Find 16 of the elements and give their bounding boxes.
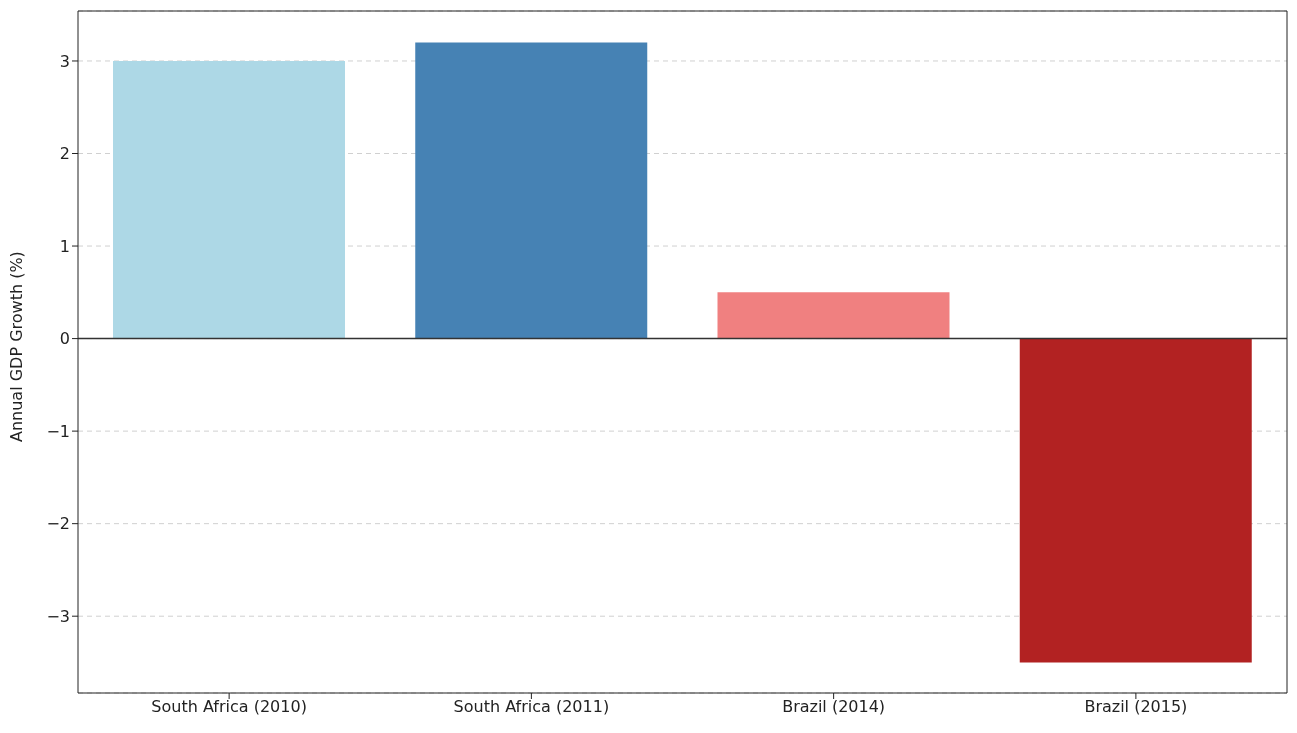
x-tick-label: Brazil (2014) [782,697,886,717]
bar [415,42,648,339]
bar [1019,338,1252,663]
y-tick-label: −1 [46,421,70,441]
y-tick-label: 3 [59,51,70,71]
y-tick-label: 0 [59,329,70,349]
x-tick-label: Brazil (2015) [1084,697,1188,717]
y-tick-label: 2 [59,144,70,164]
x-tick-label: South Africa (2011) [453,697,610,717]
y-tick-label: −2 [46,514,70,534]
bar [113,60,345,339]
y-axis-title: Annual GDP Growth (%) [6,251,26,442]
bar [717,292,950,339]
y-tick-label: −3 [46,606,70,626]
y-tick-label: 1 [59,236,70,256]
x-tick-label: South Africa (2010) [151,697,307,717]
